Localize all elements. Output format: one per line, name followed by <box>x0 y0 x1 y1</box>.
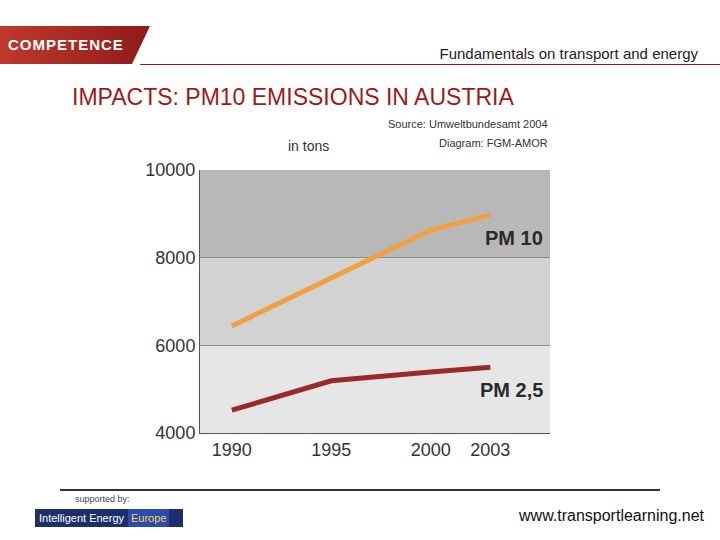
html-text:Intelligent Energy: Intelligent Energy <box>39 512 124 524</box>
html-text:COMPETENCE: COMPETENCE <box>8 36 124 53</box>
html-text:Fundamentals on transport and: Fundamentals on transport and energy <box>439 45 698 62</box>
html-text:supported by:: supported by: <box>75 494 130 504</box>
svg-text:10000: 10000 <box>145 160 195 180</box>
svg-text:2003: 2003 <box>470 440 510 460</box>
svg-text:Diagram: FGM-AMOR: Diagram: FGM-AMOR <box>439 137 548 149</box>
svg-text:1995: 1995 <box>311 440 351 460</box>
svg-text:in tons: in tons <box>288 138 329 154</box>
svg-text:4000: 4000 <box>155 423 195 443</box>
svg-text:Source: Umweltbundesamt 2004: Source: Umweltbundesamt 2004 <box>388 118 548 130</box>
html-text:Europe: Europe <box>131 512 167 524</box>
svg-text:6000: 6000 <box>155 336 195 356</box>
svg-text:1990: 1990 <box>212 440 252 460</box>
svg-text:2000: 2000 <box>411 440 451 460</box>
svg-text:PM 10: PM 10 <box>485 227 543 249</box>
svg-text:IMPACTS: PM10 EMISSIONS IN AUS: IMPACTS: PM10 EMISSIONS IN AUSTRIA <box>72 84 514 110</box>
svg-text:8000: 8000 <box>155 248 195 268</box>
svg-text:PM 2,5: PM 2,5 <box>480 379 543 401</box>
html-text:www.transportlearning.net: www.transportlearning.net <box>519 507 704 524</box>
